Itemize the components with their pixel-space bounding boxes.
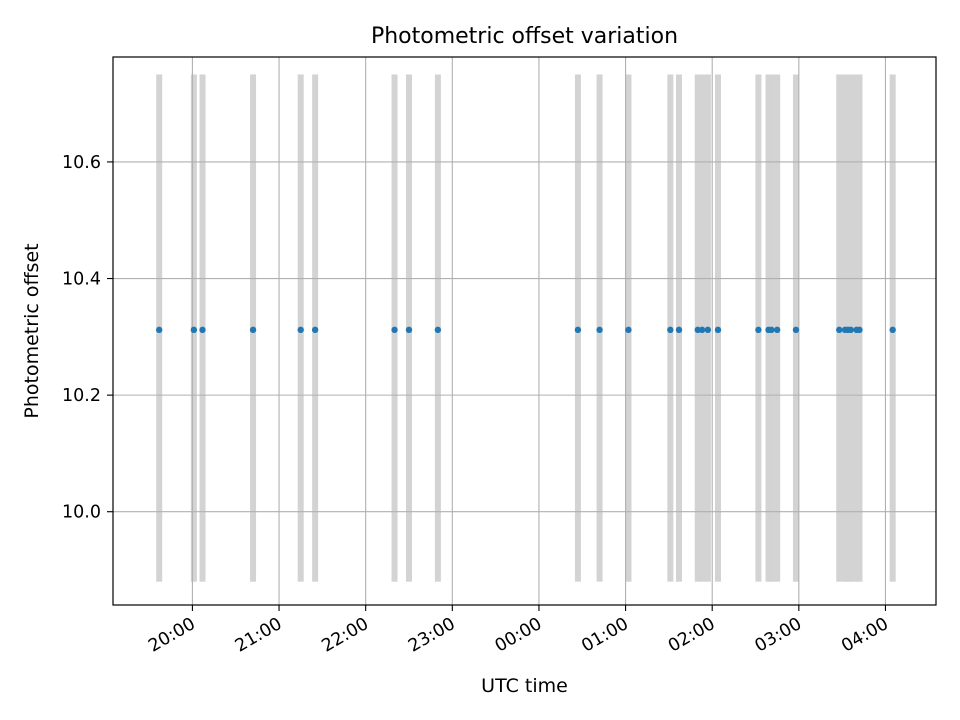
x-axis-label: UTC time (481, 675, 568, 697)
data-point-20 (768, 326, 775, 334)
y-tick-label-2: 10.4 (62, 270, 101, 290)
data-point-2 (199, 326, 206, 334)
data-point-1 (190, 326, 198, 334)
data-point-8 (434, 326, 442, 334)
data-point-5 (311, 326, 319, 334)
data-point-3 (249, 326, 257, 334)
data-point-29 (889, 326, 896, 334)
data-point-9 (574, 326, 582, 334)
data-point-13 (675, 326, 683, 334)
y-axis-label: Photometric offset (21, 243, 43, 418)
data-point-22 (792, 326, 800, 334)
data-point-18 (755, 326, 762, 334)
y-tick-label-1: 10.2 (62, 386, 101, 406)
data-point-16 (704, 326, 712, 334)
data-point-0 (156, 326, 163, 334)
data-point-4 (297, 326, 304, 334)
data-point-23 (836, 326, 843, 334)
points-layer (156, 326, 896, 334)
chart-title: Photometric offset variation (371, 24, 678, 49)
y-tick-label-3: 10.6 (62, 153, 101, 173)
data-point-11 (625, 326, 632, 334)
data-point-10 (596, 326, 603, 334)
data-point-7 (405, 326, 413, 334)
y-tick-label-0: 10.0 (62, 503, 101, 523)
data-point-12 (667, 326, 674, 334)
data-point-28 (856, 326, 863, 334)
data-point-6 (391, 326, 398, 334)
plot-frame (112, 56, 937, 606)
data-point-15 (698, 326, 706, 334)
data-point-26 (847, 326, 855, 334)
y-ticks: 10.0 10.2 10.4 10.6 (62, 153, 113, 523)
data-point-17 (714, 326, 722, 334)
data-point-21 (773, 326, 781, 334)
